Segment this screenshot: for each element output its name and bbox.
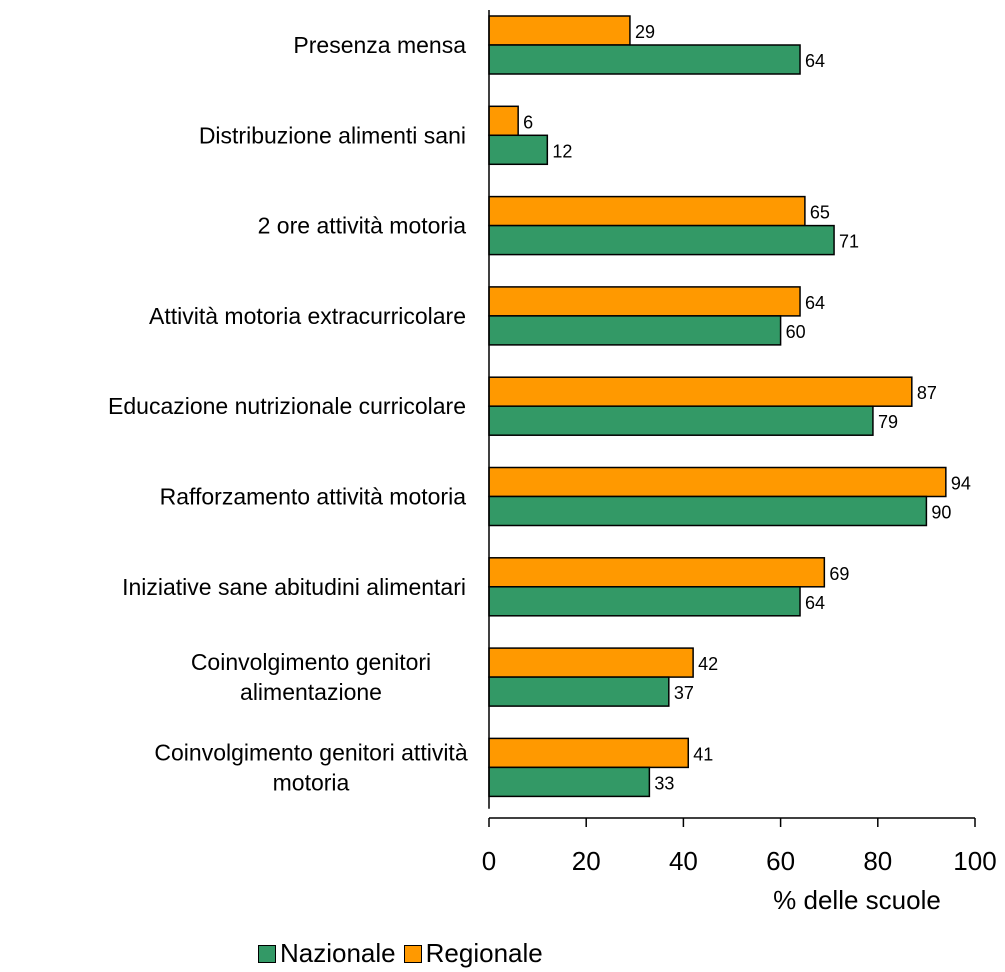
bar-nazionale (488, 224, 835, 256)
bar-nazionale (488, 676, 670, 707)
legend-swatch-regionale (403, 944, 422, 963)
legend-item-nazionale: Nazionale (258, 938, 396, 969)
x-tick-label: 80 (863, 846, 892, 876)
legend-label-regionale: Regionale (425, 938, 543, 968)
legend-item-regionale: Regionale (403, 938, 543, 969)
category-label: motoria (273, 769, 350, 795)
bar-regionale (488, 286, 801, 317)
x-tick-label: 20 (572, 846, 601, 876)
category-label: Iniziative sane abitudini alimentari (122, 574, 466, 600)
data-label: 33 (654, 773, 674, 793)
legend-swatch-nazionale (258, 944, 276, 963)
category-label: 2 ore attività motoria (258, 213, 467, 239)
bar-nazionale (488, 495, 928, 527)
data-label: 79 (878, 412, 898, 432)
bar-regionale (488, 195, 806, 227)
data-label: 42 (698, 654, 718, 674)
x-tick-label: 100 (953, 846, 996, 876)
legend-label-nazionale: Nazionale (280, 938, 396, 968)
data-label: 12 (552, 141, 572, 161)
bar-regionale (488, 557, 826, 588)
bar-nazionale (488, 315, 782, 346)
category-label: Coinvolgimento genitori attività (154, 739, 467, 765)
category-label: Rafforzamento attività motoria (160, 484, 467, 510)
category-label: Educazione nutrizionale curricolare (108, 393, 466, 419)
data-label: 37 (674, 683, 694, 703)
bar-nazionale (488, 766, 651, 798)
bar-nazionale (488, 44, 801, 75)
data-label: 60 (786, 322, 806, 342)
data-label: 64 (805, 293, 825, 313)
bar-regionale (488, 737, 690, 769)
data-label: 65 (810, 203, 830, 223)
data-label: 6 (523, 112, 533, 132)
data-label: 94 (951, 474, 971, 494)
x-tick-label: 0 (482, 846, 496, 876)
data-label: 90 (931, 503, 951, 523)
bar-regionale (488, 466, 947, 498)
category-label: Attività motoria extracurricolare (149, 303, 466, 329)
data-label: 29 (635, 22, 655, 42)
data-label: 71 (839, 232, 859, 252)
data-label: 69 (829, 564, 849, 584)
x-tick-label: 60 (766, 846, 795, 876)
bar-chart: Presenza mensa 29 64 Distribuzione alimenti… (108, 10, 997, 915)
bar-nazionale (488, 134, 549, 166)
data-label: 64 (805, 51, 825, 71)
legend: Nazionale Regionale (258, 938, 551, 969)
data-label: 87 (917, 383, 937, 403)
bar-regionale (488, 15, 631, 46)
data-label: 41 (693, 744, 713, 764)
data-label: 64 (805, 593, 825, 613)
bar-nazionale (488, 586, 801, 617)
x-axis-title: % delle scuole (773, 885, 941, 915)
category-label: Distribuzione alimenti sani (199, 122, 466, 148)
bar-regionale (488, 376, 913, 407)
bar-regionale (488, 105, 519, 137)
bar-regionale (488, 647, 694, 678)
x-tick-label: 40 (669, 846, 698, 876)
category-label: alimentazione (240, 679, 382, 705)
category-label: Presenza mensa (293, 32, 466, 58)
bar-nazionale (488, 405, 874, 436)
category-label: Coinvolgimento genitori (191, 649, 431, 675)
